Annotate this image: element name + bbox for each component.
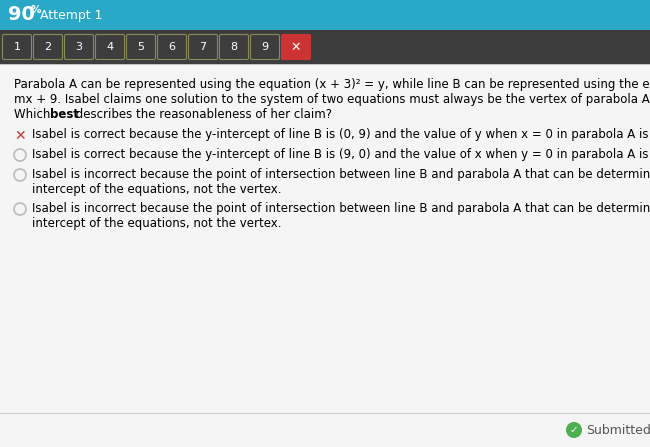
Circle shape: [566, 422, 582, 438]
FancyBboxPatch shape: [127, 34, 155, 59]
Text: intercept of the equations, not the vertex.: intercept of the equations, not the vert…: [32, 217, 281, 230]
Text: mx + 9. Isabel claims one solution to the system of two equations must always be: mx + 9. Isabel claims one solution to th…: [14, 93, 650, 106]
Text: intercept of the equations, not the vertex.: intercept of the equations, not the vert…: [32, 183, 281, 196]
Text: Attempt 1: Attempt 1: [40, 8, 103, 21]
Text: Isabel is correct because the y-intercept of line B is (9, 0) and the value of x: Isabel is correct because the y-intercep…: [32, 148, 650, 161]
FancyBboxPatch shape: [0, 0, 650, 30]
FancyBboxPatch shape: [3, 34, 31, 59]
Text: Isabel is incorrect because the point of intersection between line B and parabol: Isabel is incorrect because the point of…: [32, 202, 650, 215]
FancyBboxPatch shape: [96, 34, 125, 59]
Text: ✓: ✓: [569, 426, 578, 435]
Text: ✕: ✕: [291, 41, 301, 54]
FancyBboxPatch shape: [250, 34, 280, 59]
Text: Which: Which: [14, 108, 54, 121]
Text: 3: 3: [75, 42, 83, 52]
Text: %: %: [31, 5, 42, 15]
FancyBboxPatch shape: [157, 34, 187, 59]
Text: describes the reasonableness of her claim?: describes the reasonableness of her clai…: [72, 108, 332, 121]
Text: 7: 7: [200, 42, 207, 52]
Text: 8: 8: [231, 42, 237, 52]
FancyBboxPatch shape: [0, 30, 650, 64]
FancyBboxPatch shape: [281, 34, 311, 59]
FancyBboxPatch shape: [220, 34, 248, 59]
FancyBboxPatch shape: [64, 34, 94, 59]
Text: best: best: [50, 108, 79, 121]
Text: Submitted: Submitted: [586, 423, 650, 437]
FancyBboxPatch shape: [188, 34, 218, 59]
Text: ✕: ✕: [14, 129, 25, 143]
Text: 9: 9: [261, 42, 268, 52]
Text: 6: 6: [168, 42, 176, 52]
Text: 90: 90: [8, 5, 35, 25]
Text: 2: 2: [44, 42, 51, 52]
Text: 1: 1: [14, 42, 21, 52]
Text: Parabola A can be represented using the equation (x + 3)² = ​y​, while line B ca: Parabola A can be represented using the …: [14, 78, 650, 91]
Text: 5: 5: [138, 42, 144, 52]
Text: Isabel is incorrect because the point of intersection between line B and parabol: Isabel is incorrect because the point of…: [32, 168, 650, 181]
Text: Isabel is correct because the y-intercept of line B is (0, 9) and the value of y: Isabel is correct because the y-intercep…: [32, 128, 650, 141]
Text: 4: 4: [107, 42, 114, 52]
FancyBboxPatch shape: [34, 34, 62, 59]
